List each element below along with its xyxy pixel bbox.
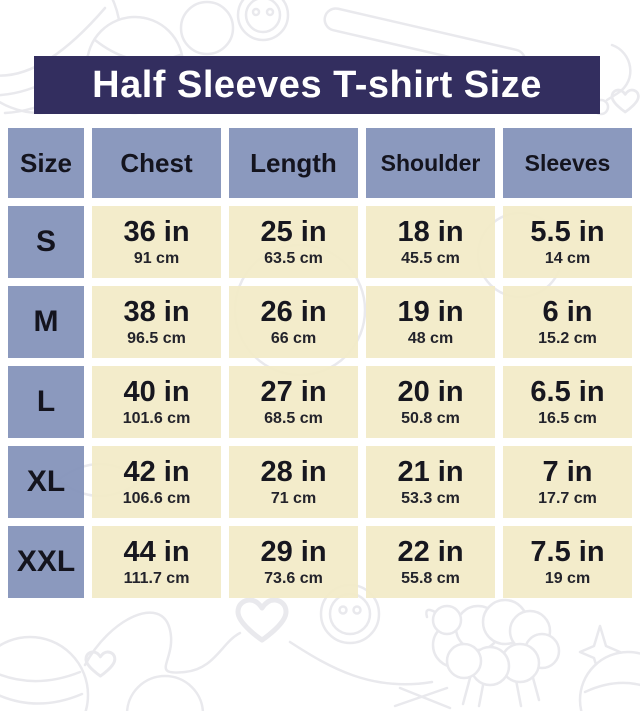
yarn-ball-icon	[179, 0, 235, 56]
value-cm: 73.6 cm	[264, 569, 323, 587]
value-cm: 55.8 cm	[401, 569, 460, 587]
value-cm: 71 cm	[270, 489, 317, 507]
size-table: Size Chest Length Shoulder Sleeves S 36 …	[8, 128, 632, 598]
column-header-sleeves: Sleeves	[503, 128, 632, 198]
value-cm: 66 cm	[270, 329, 317, 347]
value-in: 38 in	[123, 296, 190, 329]
measurement-cell-xxl-length: 29 in 73.6 cm	[229, 526, 358, 598]
value-cm: 48 cm	[407, 329, 454, 347]
value-in: 27 in	[260, 376, 327, 409]
value-cm: 19 cm	[544, 569, 591, 587]
heart-icon	[84, 650, 117, 678]
measurement-cell-xl-chest: 42 in 106.6 cm	[92, 446, 221, 518]
value-cm: 14 cm	[544, 249, 591, 267]
measurement-cell-l-length: 27 in 68.5 cm	[229, 366, 358, 438]
page-title: Half Sleeves T-shirt Size	[92, 63, 542, 106]
measurement-cell-xxl-chest: 44 in 111.7 cm	[92, 526, 221, 598]
measurement-cell-xl-shoulder: 21 in 53.3 cm	[366, 446, 495, 518]
heart-icon	[610, 88, 640, 114]
measurement-cell-xxl-sleeves: 7.5 in 19 cm	[503, 526, 632, 598]
measurement-cell-xl-length: 28 in 71 cm	[229, 446, 358, 518]
value-cm: 111.7 cm	[123, 569, 190, 587]
measurement-cell-xl-sleeves: 7 in 17.7 cm	[503, 446, 632, 518]
measurement-cell-s-length: 25 in 63.5 cm	[229, 206, 358, 278]
value-in: 18 in	[397, 216, 464, 249]
measurement-cell-m-sleeves: 6 in 15.2 cm	[503, 286, 632, 358]
yarn-thread-icon	[83, 597, 434, 686]
measurement-cell-s-chest: 36 in 91 cm	[92, 206, 221, 278]
value-cm: 96.5 cm	[127, 329, 186, 347]
size-cell-xl: XL	[8, 446, 84, 518]
value-in: 21 in	[397, 456, 464, 489]
value-cm: 50.8 cm	[401, 409, 460, 427]
title-banner: Half Sleeves T-shirt Size	[34, 56, 600, 114]
value-cm: 53.3 cm	[401, 489, 460, 507]
size-cell-m: M	[8, 286, 84, 358]
size-cell-l: L	[8, 366, 84, 438]
column-header-length: Length	[229, 128, 358, 198]
value-in: 44 in	[123, 536, 190, 569]
column-header-size: Size	[8, 128, 84, 198]
measurement-cell-l-sleeves: 6.5 in 16.5 cm	[503, 366, 632, 438]
measurement-cell-s-shoulder: 18 in 45.5 cm	[366, 206, 495, 278]
value-in: 7 in	[542, 456, 593, 489]
value-in: 20 in	[397, 376, 464, 409]
value-cm: 17.7 cm	[538, 489, 597, 507]
value-in: 29 in	[260, 536, 327, 569]
value-in: 22 in	[397, 536, 464, 569]
measurement-cell-m-length: 26 in 66 cm	[229, 286, 358, 358]
value-in: 36 in	[123, 216, 190, 249]
measurement-cell-m-shoulder: 19 in 48 cm	[366, 286, 495, 358]
crossed-needles-icon	[393, 686, 452, 710]
measurement-cell-l-shoulder: 20 in 50.8 cm	[366, 366, 495, 438]
value-cm: 45.5 cm	[401, 249, 460, 267]
value-in: 19 in	[397, 296, 464, 329]
value-in: 6.5 in	[530, 376, 605, 409]
value-in: 26 in	[260, 296, 327, 329]
value-in: 6 in	[542, 296, 593, 329]
size-cell-s: S	[8, 206, 84, 278]
yarn-ball-icon	[125, 674, 205, 711]
value-in: 25 in	[260, 216, 327, 249]
value-cm: 68.5 cm	[264, 409, 323, 427]
sheep-icon	[425, 598, 561, 708]
yarn-ball-icon	[0, 635, 90, 711]
value-cm: 106.6 cm	[122, 489, 191, 507]
value-in: 42 in	[123, 456, 190, 489]
value-in: 7.5 in	[530, 536, 605, 569]
value-cm: 91 cm	[133, 249, 180, 267]
value-cm: 16.5 cm	[538, 409, 597, 427]
size-cell-xxl: XXL	[8, 526, 84, 598]
measurement-cell-l-chest: 40 in 101.6 cm	[92, 366, 221, 438]
column-header-chest: Chest	[92, 128, 221, 198]
measurement-cell-xxl-shoulder: 22 in 55.8 cm	[366, 526, 495, 598]
value-cm: 101.6 cm	[122, 409, 191, 427]
button-icon	[236, 0, 290, 42]
value-in: 28 in	[260, 456, 327, 489]
measurement-cell-s-sleeves: 5.5 in 14 cm	[503, 206, 632, 278]
yarn-ball-icon	[578, 650, 640, 711]
column-header-shoulder: Shoulder	[366, 128, 495, 198]
value-cm: 63.5 cm	[264, 249, 323, 267]
measurement-cell-m-chest: 38 in 96.5 cm	[92, 286, 221, 358]
value-in: 40 in	[123, 376, 190, 409]
value-cm: 15.2 cm	[538, 329, 597, 347]
value-in: 5.5 in	[530, 216, 605, 249]
